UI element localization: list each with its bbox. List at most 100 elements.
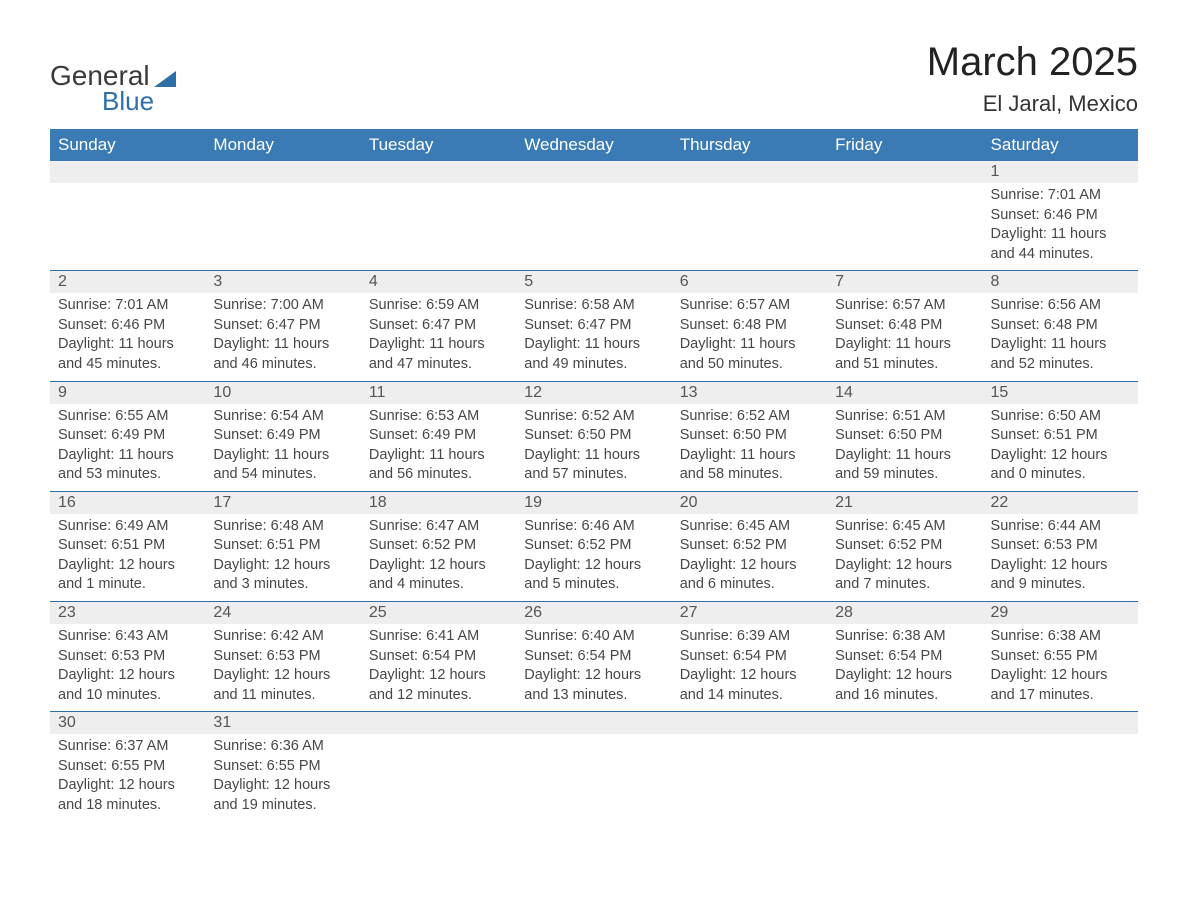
sunrise-text: Sunrise: 6:53 AM bbox=[369, 407, 508, 427]
day-detail-cell: Sunrise: 6:43 AMSunset: 6:53 PMDaylight:… bbox=[50, 624, 205, 712]
day-detail-cell: Sunrise: 6:37 AMSunset: 6:55 PMDaylight:… bbox=[50, 734, 205, 821]
daylight-text: Daylight: 12 hours and 0 minutes. bbox=[991, 446, 1130, 485]
calendar-table: Sunday Monday Tuesday Wednesday Thursday… bbox=[50, 129, 1138, 822]
weekday-header: Thursday bbox=[672, 129, 827, 161]
day-number-cell: 16 bbox=[50, 491, 205, 514]
day-number-cell bbox=[361, 161, 516, 183]
day-detail-cell: Sunrise: 6:38 AMSunset: 6:54 PMDaylight:… bbox=[827, 624, 982, 712]
sunrise-text: Sunrise: 6:50 AM bbox=[991, 407, 1130, 427]
day-detail-row: Sunrise: 6:55 AMSunset: 6:49 PMDaylight:… bbox=[50, 404, 1138, 492]
day-detail-cell: Sunrise: 7:01 AMSunset: 6:46 PMDaylight:… bbox=[983, 183, 1138, 271]
day-number-cell: 11 bbox=[361, 381, 516, 404]
sunrise-text: Sunrise: 6:43 AM bbox=[58, 627, 197, 647]
sunrise-text: Sunrise: 6:48 AM bbox=[213, 517, 352, 537]
day-detail-cell: Sunrise: 6:49 AMSunset: 6:51 PMDaylight:… bbox=[50, 514, 205, 602]
daylight-text: Daylight: 11 hours and 53 minutes. bbox=[58, 446, 197, 485]
sunrise-text: Sunrise: 6:42 AM bbox=[213, 627, 352, 647]
day-number-cell: 13 bbox=[672, 381, 827, 404]
daylight-text: Daylight: 12 hours and 10 minutes. bbox=[58, 666, 197, 705]
sunset-text: Sunset: 6:50 PM bbox=[524, 426, 663, 446]
day-detail-cell: Sunrise: 6:45 AMSunset: 6:52 PMDaylight:… bbox=[827, 514, 982, 602]
sunrise-text: Sunrise: 6:58 AM bbox=[524, 296, 663, 316]
weekday-header: Tuesday bbox=[361, 129, 516, 161]
daylight-text: Daylight: 11 hours and 50 minutes. bbox=[680, 335, 819, 374]
day-number-cell: 6 bbox=[672, 271, 827, 294]
day-number-cell: 26 bbox=[516, 602, 671, 625]
sunrise-text: Sunrise: 6:52 AM bbox=[524, 407, 663, 427]
day-detail-cell: Sunrise: 6:48 AMSunset: 6:51 PMDaylight:… bbox=[205, 514, 360, 602]
sunrise-text: Sunrise: 6:57 AM bbox=[680, 296, 819, 316]
sunset-text: Sunset: 6:54 PM bbox=[835, 647, 974, 667]
day-number-cell bbox=[361, 712, 516, 735]
sunrise-text: Sunrise: 6:59 AM bbox=[369, 296, 508, 316]
day-number-cell: 9 bbox=[50, 381, 205, 404]
day-detail-cell: Sunrise: 7:00 AMSunset: 6:47 PMDaylight:… bbox=[205, 293, 360, 381]
sunset-text: Sunset: 6:52 PM bbox=[835, 536, 974, 556]
daylight-text: Daylight: 12 hours and 17 minutes. bbox=[991, 666, 1130, 705]
day-detail-cell: Sunrise: 6:51 AMSunset: 6:50 PMDaylight:… bbox=[827, 404, 982, 492]
day-number-cell: 1 bbox=[983, 161, 1138, 183]
day-detail-cell: Sunrise: 6:53 AMSunset: 6:49 PMDaylight:… bbox=[361, 404, 516, 492]
day-detail-cell: Sunrise: 6:58 AMSunset: 6:47 PMDaylight:… bbox=[516, 293, 671, 381]
day-detail-cell: Sunrise: 6:36 AMSunset: 6:55 PMDaylight:… bbox=[205, 734, 360, 821]
day-number-row: 2345678 bbox=[50, 271, 1138, 294]
daylight-text: Daylight: 11 hours and 54 minutes. bbox=[213, 446, 352, 485]
day-number-cell: 20 bbox=[672, 491, 827, 514]
day-detail-cell bbox=[672, 183, 827, 271]
sunrise-text: Sunrise: 6:38 AM bbox=[991, 627, 1130, 647]
day-detail-cell bbox=[827, 734, 982, 821]
weekday-header-row: Sunday Monday Tuesday Wednesday Thursday… bbox=[50, 129, 1138, 161]
daylight-text: Daylight: 11 hours and 49 minutes. bbox=[524, 335, 663, 374]
sunrise-text: Sunrise: 6:52 AM bbox=[680, 407, 819, 427]
sunset-text: Sunset: 6:49 PM bbox=[58, 426, 197, 446]
sunset-text: Sunset: 6:48 PM bbox=[835, 316, 974, 336]
sunrise-text: Sunrise: 6:46 AM bbox=[524, 517, 663, 537]
day-detail-cell bbox=[983, 734, 1138, 821]
header: General Blue March 2025 El Jaral, Mexico bbox=[50, 40, 1138, 117]
sunset-text: Sunset: 6:52 PM bbox=[680, 536, 819, 556]
day-detail-cell: Sunrise: 6:41 AMSunset: 6:54 PMDaylight:… bbox=[361, 624, 516, 712]
day-number-cell bbox=[983, 712, 1138, 735]
day-detail-cell: Sunrise: 6:52 AMSunset: 6:50 PMDaylight:… bbox=[516, 404, 671, 492]
day-detail-cell: Sunrise: 6:40 AMSunset: 6:54 PMDaylight:… bbox=[516, 624, 671, 712]
daylight-text: Daylight: 12 hours and 16 minutes. bbox=[835, 666, 974, 705]
day-number-cell: 15 bbox=[983, 381, 1138, 404]
day-number-row: 23242526272829 bbox=[50, 602, 1138, 625]
sunset-text: Sunset: 6:49 PM bbox=[213, 426, 352, 446]
sunrise-text: Sunrise: 6:49 AM bbox=[58, 517, 197, 537]
weekday-header: Wednesday bbox=[516, 129, 671, 161]
day-detail-row: Sunrise: 6:37 AMSunset: 6:55 PMDaylight:… bbox=[50, 734, 1138, 821]
day-number-cell: 31 bbox=[205, 712, 360, 735]
day-detail-cell: Sunrise: 6:42 AMSunset: 6:53 PMDaylight:… bbox=[205, 624, 360, 712]
day-detail-cell bbox=[361, 183, 516, 271]
daylight-text: Daylight: 12 hours and 18 minutes. bbox=[58, 776, 197, 815]
day-detail-cell: Sunrise: 6:55 AMSunset: 6:49 PMDaylight:… bbox=[50, 404, 205, 492]
sunset-text: Sunset: 6:47 PM bbox=[524, 316, 663, 336]
sunset-text: Sunset: 6:50 PM bbox=[680, 426, 819, 446]
day-number-cell: 21 bbox=[827, 491, 982, 514]
day-detail-cell: Sunrise: 7:01 AMSunset: 6:46 PMDaylight:… bbox=[50, 293, 205, 381]
logo-triangle-icon bbox=[154, 71, 176, 87]
sunrise-text: Sunrise: 6:47 AM bbox=[369, 517, 508, 537]
sunset-text: Sunset: 6:48 PM bbox=[680, 316, 819, 336]
logo-word-blue: Blue bbox=[102, 86, 154, 117]
day-number-row: 9101112131415 bbox=[50, 381, 1138, 404]
sunset-text: Sunset: 6:51 PM bbox=[58, 536, 197, 556]
day-number-cell: 22 bbox=[983, 491, 1138, 514]
day-number-cell: 7 bbox=[827, 271, 982, 294]
day-number-cell: 18 bbox=[361, 491, 516, 514]
day-detail-row: Sunrise: 6:49 AMSunset: 6:51 PMDaylight:… bbox=[50, 514, 1138, 602]
sunrise-text: Sunrise: 6:40 AM bbox=[524, 627, 663, 647]
sunset-text: Sunset: 6:47 PM bbox=[213, 316, 352, 336]
day-number-cell bbox=[205, 161, 360, 183]
daylight-text: Daylight: 12 hours and 11 minutes. bbox=[213, 666, 352, 705]
day-detail-cell: Sunrise: 6:45 AMSunset: 6:52 PMDaylight:… bbox=[672, 514, 827, 602]
day-number-cell: 23 bbox=[50, 602, 205, 625]
daylight-text: Daylight: 12 hours and 1 minute. bbox=[58, 556, 197, 595]
daylight-text: Daylight: 12 hours and 3 minutes. bbox=[213, 556, 352, 595]
day-detail-cell: Sunrise: 6:56 AMSunset: 6:48 PMDaylight:… bbox=[983, 293, 1138, 381]
day-detail-cell bbox=[50, 183, 205, 271]
sunrise-text: Sunrise: 6:56 AM bbox=[991, 296, 1130, 316]
day-detail-cell: Sunrise: 6:52 AMSunset: 6:50 PMDaylight:… bbox=[672, 404, 827, 492]
daylight-text: Daylight: 12 hours and 19 minutes. bbox=[213, 776, 352, 815]
